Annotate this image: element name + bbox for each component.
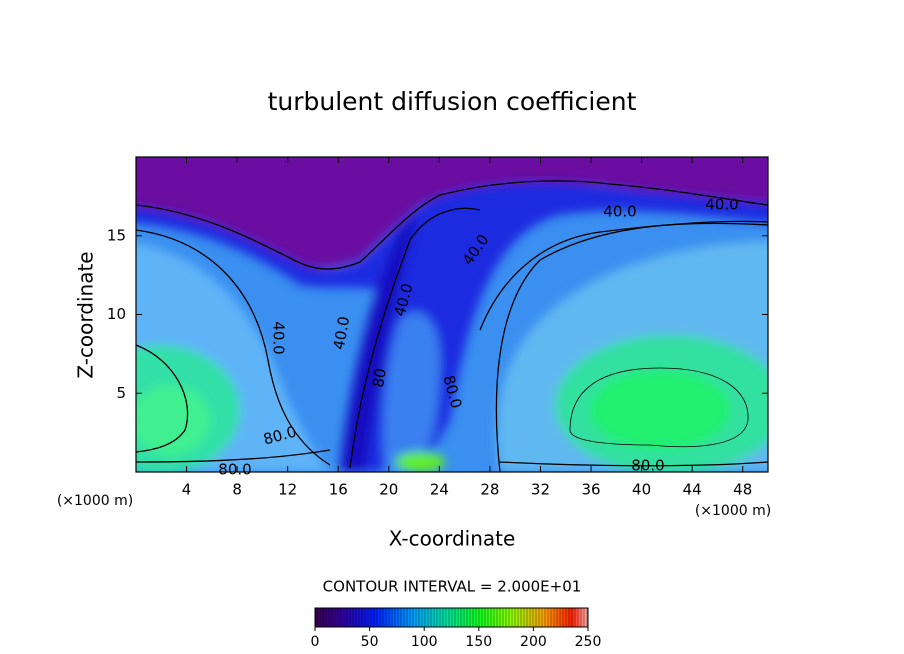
- contour-field: [136, 157, 768, 472]
- colorbar-frame: [314, 607, 589, 628]
- x-axis-label: X-coordinate: [389, 527, 516, 551]
- contour-label: 80: [369, 367, 390, 389]
- contour-label: 40.0: [330, 315, 354, 351]
- y-axis-label: Z-coordinate: [74, 251, 98, 378]
- x-tick-label: 36: [581, 481, 600, 499]
- contour-label: 80.0: [218, 461, 251, 479]
- x-tick-label: 16: [329, 481, 348, 499]
- colorbar-tick-label: 100: [411, 634, 438, 650]
- contour-label: 40.0: [705, 196, 738, 214]
- x-tick-label: 12: [278, 481, 297, 499]
- contour-label: 40.0: [603, 203, 636, 221]
- colorbar: [315, 608, 588, 627]
- x-tick-label: 44: [683, 481, 702, 499]
- x-tick-label: 28: [480, 481, 499, 499]
- chart-title: turbulent diffusion coefficient: [268, 87, 637, 116]
- x-tick-label: 8: [232, 481, 242, 499]
- x-tick-label: 24: [430, 481, 449, 499]
- colorbar-tick-label: 200: [520, 634, 547, 650]
- x-tick-label: 20: [379, 481, 398, 499]
- x-tick-label: 48: [733, 481, 752, 499]
- x-tick-label: 40: [632, 481, 651, 499]
- contour-label: 80.0: [631, 457, 664, 475]
- x-tick-label: 4: [182, 481, 192, 499]
- colorbar-tick-label: 0: [311, 634, 320, 650]
- x-unit: (×1000 m): [695, 503, 771, 519]
- x-unit: (×1000 m): [57, 493, 133, 509]
- y-tick-label: 15: [107, 226, 126, 244]
- contour-label: 40.0: [270, 321, 288, 354]
- x-tick-label: 32: [531, 481, 550, 499]
- colorbar-tick-label: 250: [575, 634, 602, 650]
- colorbar-tick-label: 50: [361, 634, 379, 650]
- y-tick-label: 5: [116, 384, 126, 402]
- contour-interval: CONTOUR INTERVAL = 2.000E+01: [323, 578, 582, 596]
- y-tick-label: 10: [107, 305, 126, 323]
- colorbar-tick-label: 150: [465, 634, 492, 650]
- colorbar-stripes: [316, 608, 588, 627]
